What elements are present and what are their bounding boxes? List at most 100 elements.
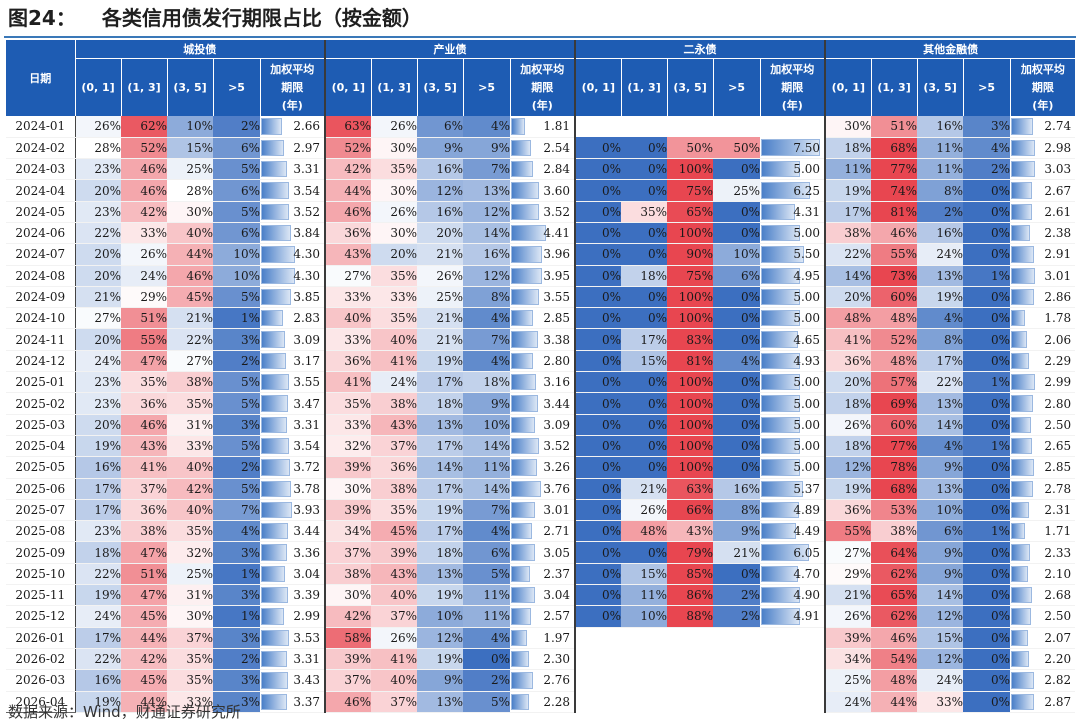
share-cell: 3% — [213, 328, 260, 351]
row-date: 2025-09 — [6, 541, 76, 564]
avg-tenor-value: 5.00 — [793, 375, 821, 390]
share-cell: 0% — [621, 541, 668, 564]
table-row: 2024-10 27% 51% 21% 1% 2.83 40% 35% 21% 4% 2.85 0% 0… — [6, 307, 1076, 330]
avg-tenor-cell: 3.17 — [260, 350, 326, 373]
share-cell: 25% — [167, 563, 213, 586]
share-cell: 30% — [371, 222, 418, 245]
avg-tenor-value: 5.00 — [793, 417, 821, 432]
share-cell: 51% — [121, 563, 167, 586]
row-date: 2025-01 — [6, 371, 76, 394]
table-row: 2025-03 20% 46% 31% 3% 3.31 33% 43% 13% 10% 3.09 0%… — [6, 414, 1076, 436]
avg-tenor-value: 7.50 — [793, 140, 821, 155]
share-cell: 4% — [917, 307, 964, 330]
share-cell: 75% — [667, 179, 714, 202]
share-cell: 40% — [371, 584, 418, 607]
avg-tenor-value: 4.31 — [793, 204, 821, 219]
avg-tenor-cell: 3.53 — [260, 627, 326, 649]
row-date: 2025-12 — [6, 605, 76, 628]
table-row: 2024-01 26% 62% 10% 2% 2.66 63% 26% 6% 4% 1.81 30% 5… — [6, 116, 1076, 138]
avg-tenor-cell: 6.05 — [760, 541, 826, 564]
avg-tenor-cell: 2.80 — [510, 350, 576, 373]
avg-tenor-value: 4.93 — [793, 353, 821, 368]
empty-cell — [760, 648, 826, 670]
share-cell: 24% — [371, 371, 418, 394]
table-row: 2025-07 17% 36% 40% 7% 3.93 39% 35% 19% 7% 3.01 0% 2… — [6, 499, 1076, 522]
share-cell: 17% — [917, 350, 964, 373]
share-cell: 12% — [417, 179, 464, 202]
share-cell: 16% — [75, 456, 121, 479]
share-cell: 0% — [963, 499, 1011, 522]
bucket-header: (3, 5] — [916, 58, 964, 116]
avg-tenor-cell: 3.16 — [510, 371, 576, 394]
share-cell: 0% — [963, 307, 1011, 330]
avg-tenor-cell: 2.65 — [1010, 435, 1076, 458]
avg-tenor-bar — [1011, 501, 1030, 519]
share-cell: 0% — [621, 179, 668, 202]
source-note: 数据来源：Wind，财通证券研究所 — [8, 703, 241, 721]
title-rule — [4, 36, 1076, 38]
row-date: 2024-11 — [6, 328, 76, 351]
avg-tenor-cell: 3.38 — [510, 328, 576, 351]
avg-tenor-bar — [261, 118, 282, 135]
avg-tenor-cell: 3.52 — [260, 201, 326, 223]
avg-tenor-bar — [261, 523, 289, 540]
share-cell: 18% — [824, 137, 872, 160]
empty-cell — [574, 627, 622, 649]
share-cell: 38% — [824, 222, 872, 245]
share-cell: 32% — [324, 435, 372, 458]
share-cell: 1% — [213, 605, 260, 628]
row-date: 2025-03 — [6, 414, 76, 436]
share-cell: 40% — [371, 669, 418, 692]
avg-tenor-value: 2.29 — [1044, 353, 1072, 368]
avg-tenor-value: 3.72 — [293, 460, 321, 475]
share-cell: 0% — [574, 158, 622, 181]
empty-cell — [667, 691, 714, 713]
avg-tenor-cell: 3.85 — [260, 286, 326, 309]
share-cell: 17% — [417, 520, 464, 543]
avg-tenor-header: 加权平均 期限 (年) — [759, 58, 826, 116]
avg-tenor-bar — [1011, 331, 1028, 348]
avg-tenor-bar — [761, 501, 800, 519]
avg-tenor-value: 3.04 — [293, 566, 321, 581]
share-cell: 0% — [463, 648, 511, 671]
bucket-header: (0, 1] — [74, 58, 121, 116]
avg-tenor-bar — [761, 480, 804, 497]
share-cell: 10% — [213, 265, 260, 287]
bucket-header: (0, 1] — [824, 58, 872, 116]
share-cell: 48% — [824, 307, 872, 330]
share-cell: 11% — [824, 158, 872, 181]
avg-tenor-bar — [1011, 161, 1036, 178]
avg-tenor-cell: 3.72 — [260, 456, 326, 479]
avg-tenor-bar — [511, 480, 541, 497]
share-cell: 0% — [574, 179, 622, 202]
bucket-header: (1, 3] — [120, 58, 167, 116]
share-cell: 16% — [917, 116, 964, 138]
share-cell: 7% — [463, 158, 511, 181]
share-cell: 22% — [75, 563, 121, 586]
share-cell: 30% — [371, 179, 418, 202]
share-cell: 46% — [121, 158, 167, 181]
avg-tenor-cell: 3.04 — [510, 584, 576, 607]
share-cell: 22% — [917, 371, 964, 394]
avg-tenor-value: 1.81 — [543, 119, 571, 134]
share-cell: 16% — [75, 669, 121, 692]
avg-tenor-bar — [1011, 118, 1033, 135]
row-date: 2025-06 — [6, 478, 76, 500]
avg-tenor-bar — [261, 459, 291, 476]
share-cell: 17% — [621, 328, 668, 351]
avg-tenor-cell: 4.90 — [760, 584, 826, 607]
share-cell: 7% — [213, 499, 260, 522]
avg-tenor-bar — [511, 629, 527, 646]
avg-tenor-value: 4.90 — [793, 588, 821, 603]
avg-tenor-value: 2.99 — [293, 609, 321, 624]
avg-tenor-cell: 2.85 — [510, 307, 576, 330]
bucket-header: (0, 1] — [574, 58, 622, 116]
row-date: 2025-10 — [6, 563, 76, 586]
share-cell: 17% — [417, 371, 464, 394]
avg-tenor-cell: 2.50 — [1010, 414, 1076, 436]
share-cell: 1% — [213, 307, 260, 330]
share-cell: 25% — [167, 158, 213, 181]
avg-tenor-value: 2.74 — [1044, 119, 1072, 134]
avg-tenor-cell: 2.67 — [1010, 179, 1076, 202]
group-header-chengtou: 城投债 — [74, 40, 326, 59]
